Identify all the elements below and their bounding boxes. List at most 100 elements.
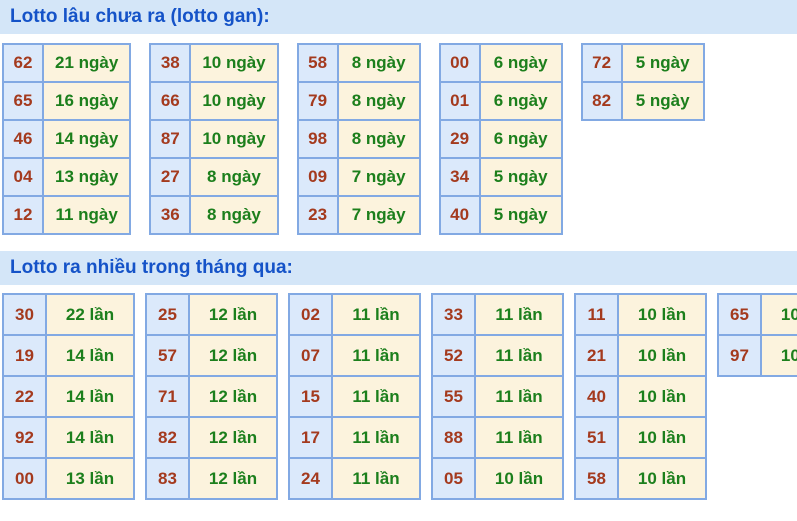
lotto-frequency-cell: 10 lần [617,375,707,418]
lotto-table: 72 5 ngày 82 5 ngày [580,43,705,121]
lotto-gan-section: Lotto lâu chưa ra (lotto gan): 62 21 ngày… [0,0,797,235]
lotto-number-cell: 38 [149,43,192,83]
lotto-frequency-cell: 13 lần [45,457,135,500]
lotto-number-cell: 36 [149,195,192,235]
table-row: 72 5 ngày [580,43,705,83]
lotto-frequency-cell: 21 ngày [41,43,132,83]
lotto-table: 02 11 lần 07 11 lần 15 11 lần 17 11 lần 24 11 lần [288,293,421,500]
lotto-number-cell: 82 [145,416,190,459]
table-row: 66 10 ngày [149,81,279,121]
table-row: 88 11 lần [431,416,564,459]
lotto-frequency-cell: 11 lần [331,293,421,336]
lotto-number-cell: 71 [145,375,190,418]
table-row: 29 6 ngày [438,119,563,159]
table-row: 57 12 lần [145,334,278,377]
lotto-frequency-cell: 10 lần [760,334,797,377]
lotto-number-cell: 83 [145,457,190,500]
lotto-number-cell: 97 [717,334,762,377]
lotto-frequency-cell: 11 lần [474,375,564,418]
table-row: 38 10 ngày [149,43,279,83]
lotto-frequency-cell: 11 lần [331,375,421,418]
table-row: 98 8 ngày [296,119,421,159]
lotto-number-cell: 52 [431,334,476,377]
lotto-frequency-cell: 11 lần [331,334,421,377]
lotto-frequency-cell: 5 ngày [620,43,705,83]
table-row: 19 14 lần [2,334,135,377]
lotto-number-cell: 87 [149,119,192,159]
table-row: 55 11 lần [431,375,564,418]
lotto-frequency-cell: 14 lần [45,375,135,418]
table-row: 04 13 ngày [2,157,132,197]
lotto-number-cell: 23 [296,195,339,235]
lotto-frequency-cell: 6 ngày [478,81,563,121]
lotto-frequency-cell: 8 ngày [336,81,421,121]
lotto-number-cell: 40 [438,195,481,235]
lotto-number-cell: 98 [296,119,339,159]
table-row: 87 10 ngày [149,119,279,159]
lotto-frequency-cell: 12 lần [188,293,278,336]
lotto-number-cell: 40 [574,375,619,418]
table-row: 82 12 lần [145,416,278,459]
lotto-number-cell: 55 [431,375,476,418]
table-row: 25 12 lần [145,293,278,336]
table-row: 00 13 lần [2,457,135,500]
lotto-frequency-cell: 8 ngày [189,157,279,197]
table-row: 36 8 ngày [149,195,279,235]
lotto-number-cell: 79 [296,81,339,121]
lotto-table: 62 21 ngày 65 16 ngày 46 14 ngày 04 13 ngày 12 11… [2,43,132,235]
lotto-number-cell: 05 [431,457,476,500]
lotto-frequency-cell: 10 lần [474,457,564,500]
lotto-frequency-cell: 10 lần [617,334,707,377]
lotto-frequency-cell: 12 lần [188,416,278,459]
lotto-number-cell: 00 [438,43,481,83]
lotto-number-cell: 12 [2,195,44,235]
lotto-number-cell: 15 [288,375,333,418]
table-row: 27 8 ngày [149,157,279,197]
lotto-table: 38 10 ngày 66 10 ngày 87 10 ngày 27 8 ngày 36 8 n… [149,43,279,235]
lotto-table: 58 8 ngày 79 8 ngày 98 8 ngày 09 7 ngày 23 7 ngày [296,43,421,235]
lotto-frequency-cell: 6 ngày [478,119,563,159]
lotto-frequency-cell: 5 ngày [478,157,563,197]
lotto-frequency-cell: 10 lần [617,457,707,500]
lotto-frequency-cell: 8 ngày [336,119,421,159]
lotto-table: 25 12 lần 57 12 lần 71 12 lần 82 12 lần 83 12 lần [145,293,278,500]
lotto-number-cell: 17 [288,416,333,459]
table-row: 51 10 lần [574,416,707,459]
lotto-frequency-cell: 12 lần [188,334,278,377]
lotto-frequency-cell: 12 lần [188,375,278,418]
table-row: 33 11 lần [431,293,564,336]
lotto-number-cell: 02 [288,293,333,336]
table-row: 83 12 lần [145,457,278,500]
lotto-number-cell: 65 [2,81,44,121]
lotto-frequency-cell: 14 lần [45,334,135,377]
table-row: 24 11 lần [288,457,421,500]
lotto-number-cell: 58 [296,43,339,83]
lotto-frequency-cell: 10 lần [760,293,797,336]
lotto-frequent-section: Lotto ra nhiều trong tháng qua: 30 22 lần… [0,251,797,500]
table-row: 11 10 lần [574,293,707,336]
lotto-number-cell: 25 [145,293,190,336]
lotto-frequency-cell: 11 lần [474,293,564,336]
table-row: 23 7 ngày [296,195,421,235]
table-row: 30 22 lần [2,293,135,336]
table-row: 40 10 lần [574,375,707,418]
lotto-frequency-cell: 8 ngày [189,195,279,235]
lotto-frequency-cell: 6 ngày [478,43,563,83]
lotto-number-cell: 34 [438,157,481,197]
lotto-frequency-cell: 8 ngày [336,43,421,83]
table-row: 40 5 ngày [438,195,563,235]
lotto-frequency-cell: 22 lần [45,293,135,336]
lotto-frequency-cell: 10 lần [617,416,707,459]
table-row: 52 11 lần [431,334,564,377]
lotto-gan-tables: 62 21 ngày 65 16 ngày 46 14 ngày 04 13 ngày 12 11… [0,43,797,235]
lotto-number-cell: 65 [717,293,762,336]
lotto-number-cell: 58 [574,457,619,500]
table-row: 71 12 lần [145,375,278,418]
table-row: 01 6 ngày [438,81,563,121]
lotto-frequency-cell: 11 lần [331,416,421,459]
table-row: 65 16 ngày [2,81,132,121]
lotto-number-cell: 72 [580,43,623,83]
lotto-table: 11 10 lần 21 10 lần 40 10 lần 51 10 lần 58 10 lần [574,293,707,500]
